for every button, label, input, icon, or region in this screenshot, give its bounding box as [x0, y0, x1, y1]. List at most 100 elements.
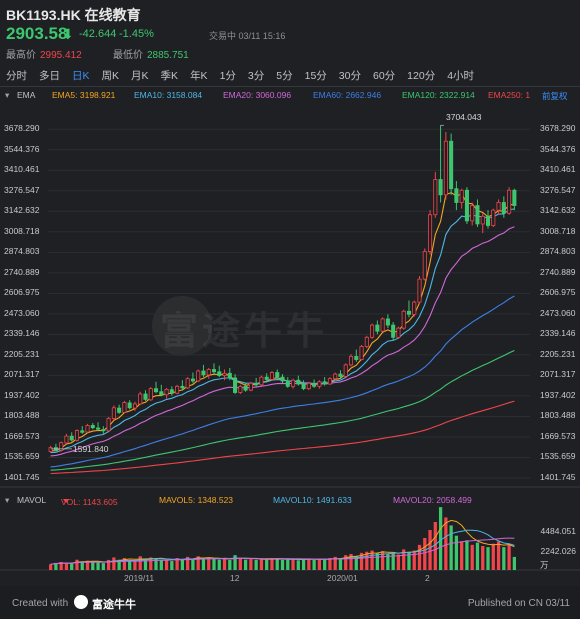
collapse-icon[interactable]: ▾: [5, 90, 10, 100]
volume-bar: [85, 560, 90, 570]
candle-body: [153, 388, 159, 393]
candle-body: [322, 381, 327, 385]
tab-4[interactable]: 月K: [131, 69, 149, 82]
price-axis-label-right: 2339.146: [540, 328, 576, 339]
candle-body: [354, 356, 359, 360]
candle-body: [164, 389, 169, 396]
candle-body: [496, 202, 501, 211]
volume-bar: [91, 562, 95, 570]
price-axis-label-left: 2740.889: [4, 266, 40, 277]
volume-bar: [254, 559, 258, 570]
candle-body: [375, 324, 380, 332]
candle-body: [370, 324, 375, 338]
candle-body: [111, 407, 116, 419]
volume-bar: [217, 559, 221, 570]
candle-body: [443, 140, 448, 196]
candle-body: [412, 301, 417, 315]
candle-body: [396, 327, 401, 338]
candle-body: [459, 189, 464, 203]
candle-body: [364, 336, 369, 347]
volume-bar: [512, 556, 516, 570]
volume-bar: [54, 562, 58, 570]
tab-14[interactable]: 4小时: [447, 69, 475, 82]
published-label: Published on CN 03/11: [467, 598, 570, 609]
candle-body: [385, 318, 390, 326]
mavol20-label: MAVOL20: 2058.499: [393, 495, 472, 505]
ema120-line: [50, 349, 515, 471]
volume-bar: [444, 517, 448, 570]
tab-3[interactable]: 周K: [101, 69, 120, 82]
indicator-label[interactable]: EMA: [17, 90, 36, 100]
candle-body: [428, 214, 433, 252]
price-axis-label-left: 1669.573: [4, 430, 40, 441]
candle-body: [122, 402, 127, 413]
tab-6[interactable]: 年K: [190, 69, 208, 82]
candle-body: [259, 376, 264, 386]
volume-bar: [423, 538, 427, 570]
price-axis-label-right: 3410.461: [540, 164, 576, 175]
tab-10[interactable]: 15分: [304, 69, 327, 82]
candle-body: [338, 373, 343, 377]
volume-bar: [212, 559, 216, 570]
volume-bar: [80, 561, 84, 570]
min-price-annotation: 1591.840: [73, 444, 109, 454]
candle-body: [359, 346, 364, 360]
divider: [0, 86, 580, 87]
candle-body: [180, 385, 185, 389]
volume-bar: [402, 549, 406, 570]
candle-body: [317, 381, 322, 387]
candle-body: [470, 205, 475, 222]
volume-bar: [112, 557, 116, 570]
tab-12[interactable]: 60分: [372, 69, 396, 82]
candle-body: [238, 385, 243, 393]
stock-title: BK1193.HK 在线教育: [6, 7, 141, 23]
volume-bar: [191, 558, 195, 570]
volume-bar: [386, 554, 390, 570]
tab-11[interactable]: 30分: [338, 69, 361, 82]
tab-1[interactable]: 多日: [39, 69, 60, 82]
volume-indicator-label[interactable]: MAVOL: [17, 495, 47, 505]
volume-bar: [491, 543, 495, 570]
price-axis-label-left: 1803.488: [4, 410, 40, 421]
volume-bar: [359, 552, 364, 570]
mavol20-line: [50, 537, 515, 565]
volume-bar: [502, 547, 506, 570]
tab-13[interactable]: 120分: [407, 69, 436, 82]
volume-bar: [117, 559, 121, 570]
tab-9[interactable]: 5分: [276, 69, 293, 82]
candle-body: [69, 435, 74, 441]
tab-5[interactable]: 季K: [160, 69, 179, 82]
candle-body: [475, 205, 480, 225]
candle-body: [306, 382, 311, 390]
volume-bar: [375, 553, 379, 570]
mavol5-label: MAVOL5: 1348.523: [159, 495, 234, 505]
volume-bar: [275, 559, 279, 570]
candle-body: [74, 430, 80, 441]
tab-2[interactable]: 日K: [72, 69, 90, 82]
price-axis-label-right: 2205.231: [540, 348, 576, 359]
ema20-label: EMA20: 3060.096: [223, 90, 292, 100]
candle-body: [417, 278, 422, 303]
volume-bar: [317, 558, 322, 570]
volume-collapse-icon[interactable]: ▾: [5, 495, 10, 505]
price-axis-label-right: 3276.547: [540, 184, 576, 195]
volume-bar: [465, 540, 469, 570]
tab-0[interactable]: 分时: [6, 69, 27, 82]
candle-body: [64, 435, 69, 444]
volume-bar: [417, 544, 422, 570]
candle-body: [185, 378, 190, 389]
low-price-label: 最低价: [113, 50, 143, 61]
candle-body: [296, 379, 301, 385]
candle-body: [190, 378, 195, 382]
ema120-label: EMA120: 2322.914: [402, 90, 475, 100]
price-axis-label-right: 3678.290: [540, 123, 576, 134]
adjust-toggle[interactable]: 前复权: [542, 91, 568, 101]
candle-body: [85, 425, 90, 433]
candlestick-chart[interactable]: [0, 0, 580, 586]
tab-7[interactable]: 1分: [219, 69, 236, 82]
volume-bar: [196, 556, 200, 570]
tab-8[interactable]: 3分: [247, 69, 265, 82]
footer: Created with 富途牛牛 Published on CN 03/11: [0, 586, 580, 619]
volume-bar: [301, 559, 306, 570]
volume-bar: [64, 563, 69, 570]
